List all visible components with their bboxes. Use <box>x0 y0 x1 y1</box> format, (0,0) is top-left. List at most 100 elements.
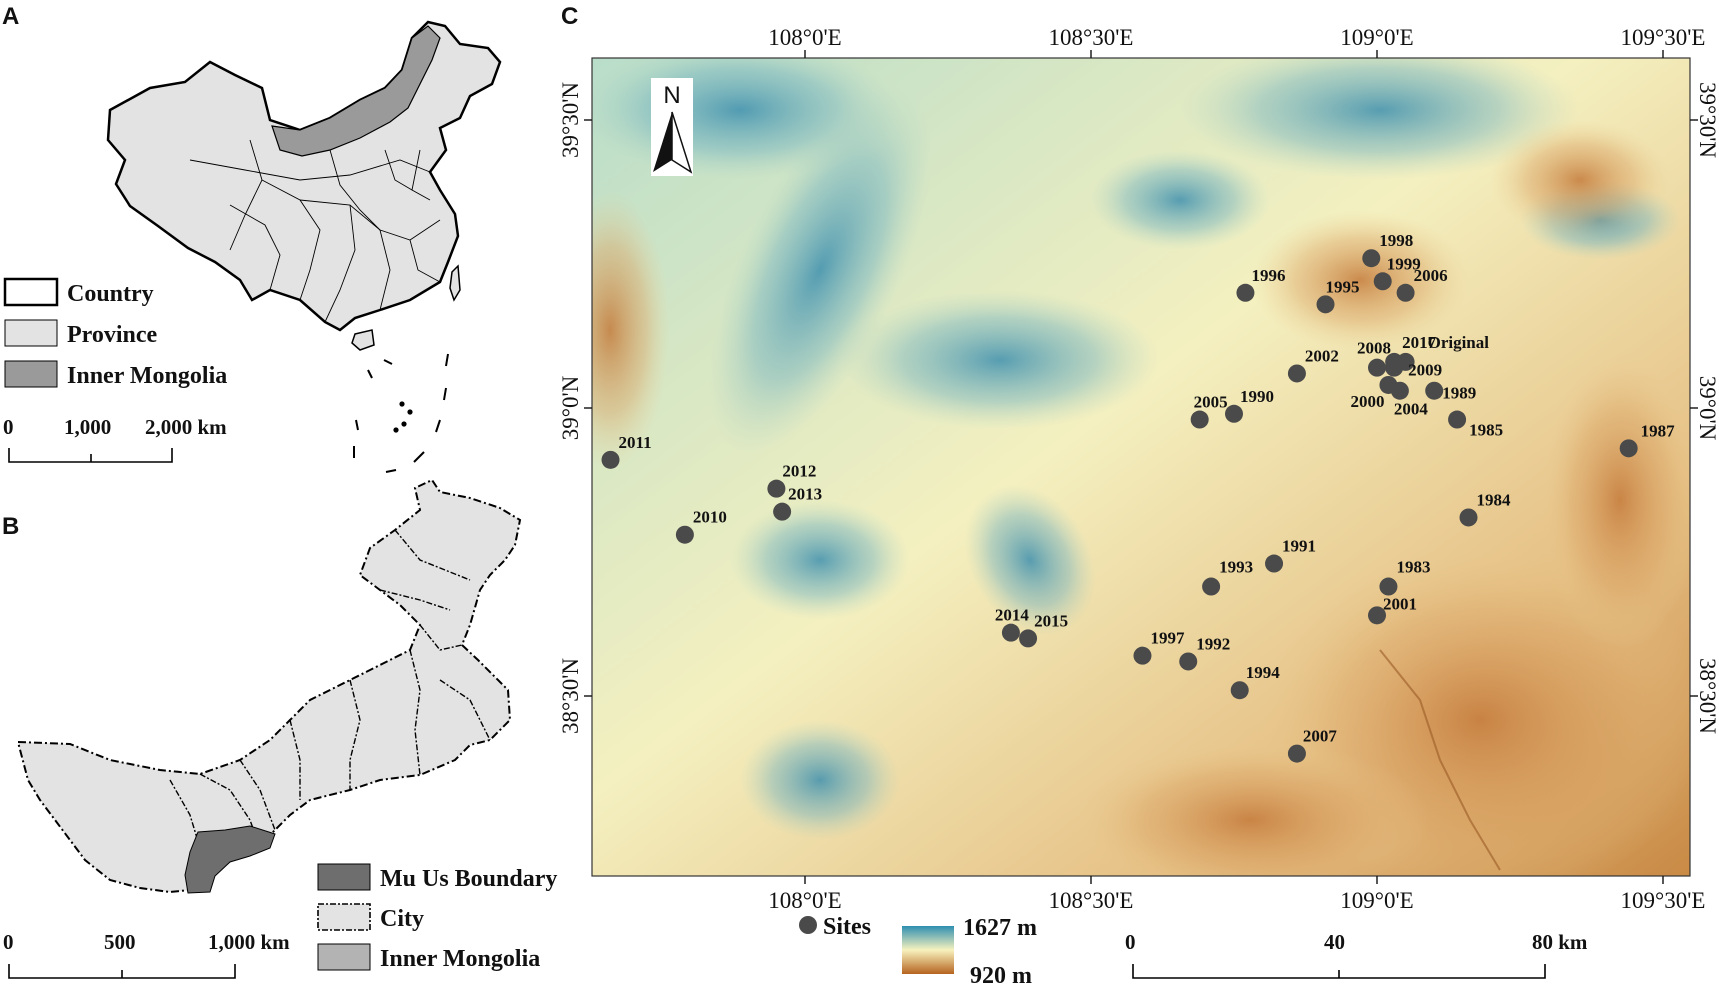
legend-city-label: City <box>380 906 424 932</box>
panel-a-letter: A <box>2 3 19 30</box>
mu-us-boundary-shape <box>184 825 276 894</box>
site-label: 2005 <box>1194 393 1228 412</box>
lat-label-left: 39°0'N <box>558 375 583 440</box>
site-label: 2015 <box>1034 611 1068 630</box>
sites-legend-label: Sites <box>823 914 871 940</box>
elevation-map <box>592 58 1690 876</box>
lat-label-right: 39°0'N <box>1695 376 1719 441</box>
site-marker <box>1287 364 1306 383</box>
north-arrow-label: N <box>663 82 680 109</box>
legend-mu-us-label: Mu Us Boundary <box>380 866 557 892</box>
site-label: 2000 <box>1350 392 1384 411</box>
scale-a-tick-0: 0 <box>3 415 14 439</box>
site-label: 1987 <box>1641 421 1676 440</box>
site-label: Original <box>1428 333 1490 352</box>
graticule: 108°0'E 108°0'E 108°30'E 108°30'E 109°0'E 109… <box>558 25 1719 913</box>
map-frame <box>591 57 1691 877</box>
site-marker <box>675 525 694 544</box>
site-marker <box>1001 623 1020 642</box>
site-label: 2006 <box>1414 266 1448 285</box>
legend-mu-us-swatch <box>317 863 371 891</box>
lon-label-bottom: 109°30'E <box>1621 888 1706 913</box>
lat-label-right: 39°30'N <box>1695 82 1719 158</box>
site-label: 2009 <box>1408 361 1442 380</box>
site-label: 1985 <box>1469 421 1503 440</box>
site-label: 1995 <box>1326 277 1360 296</box>
lat-label-left: 39°30'N <box>558 82 583 158</box>
legend-inner-mongolia-label: Inner Mongolia <box>67 363 227 389</box>
panel-c-scale-bar: 0 40 80 km <box>1125 930 1588 979</box>
site-label: 1994 <box>1246 663 1281 682</box>
site-marker <box>1230 681 1249 700</box>
site-marker <box>1448 410 1467 429</box>
site-marker <box>1202 577 1221 596</box>
site-marker <box>1368 606 1386 625</box>
elevation-max-label: 1627 m <box>963 915 1037 941</box>
site-marker <box>1385 358 1404 377</box>
scale-c-tick-0: 0 <box>1125 930 1136 954</box>
site-label: 1991 <box>1282 537 1316 556</box>
elevation-legend-ramp <box>902 926 954 974</box>
site-label: 1993 <box>1219 558 1253 577</box>
panel-c-legend: Sites 1627 m 920 m <box>799 914 1037 986</box>
site-marker <box>1265 554 1284 573</box>
site-label: 2011 <box>619 433 652 452</box>
scale-c-tick-2: 80 km <box>1532 930 1588 954</box>
lon-label-bottom: 109°0'E <box>1340 888 1413 913</box>
site-marker <box>1390 381 1409 400</box>
site-marker <box>1368 358 1386 377</box>
site-label: 1983 <box>1396 558 1430 577</box>
site-marker <box>601 450 620 469</box>
province-borders <box>189 139 441 323</box>
site-marker <box>767 479 786 498</box>
site-marker <box>1619 439 1638 458</box>
legend-country-label: Country <box>67 281 154 307</box>
site-marker <box>1459 508 1478 527</box>
site-marker <box>1236 283 1255 302</box>
site-label: 2014 <box>995 606 1029 625</box>
scale-b-tick-1: 500 <box>104 930 136 954</box>
panel-a-china-map <box>106 20 502 473</box>
site-marker <box>1425 381 1444 400</box>
site-label: 2010 <box>693 508 727 527</box>
site-marker <box>1190 410 1209 429</box>
site-label: 1996 <box>1251 266 1285 285</box>
legend-inner-mongolia-swatch <box>4 360 58 388</box>
lat-label-left: 38°30'N <box>558 658 583 734</box>
legend-country-swatch <box>3 277 59 307</box>
taiwan-shape <box>449 264 461 302</box>
site-marker <box>1133 646 1152 665</box>
site-label: 1989 <box>1442 384 1476 403</box>
site-marker <box>1225 404 1243 423</box>
scale-b-tick-2: 1,000 km <box>208 930 290 954</box>
site-label: 2002 <box>1305 346 1339 365</box>
site-label: 2012 <box>782 462 816 481</box>
panel-b-legend: Mu Us Boundary City Inner Mongolia <box>317 863 557 972</box>
lon-label-top: 109°30'E <box>1621 25 1706 50</box>
south-sea-dashes <box>353 353 449 473</box>
scale-a-tick-1: 1,000 <box>64 415 111 439</box>
site-marker <box>1373 272 1392 291</box>
scale-a-tick-2: 2,000 km <box>145 415 227 439</box>
site-label: 2017 <box>1402 333 1437 352</box>
city-borders <box>169 529 491 849</box>
site-label: 2007 <box>1303 727 1338 746</box>
china-country-shape <box>106 20 502 332</box>
site-marker <box>1287 744 1306 763</box>
panel-c-letter: C <box>561 3 578 30</box>
site-marker <box>1362 249 1381 268</box>
site-marker <box>1379 577 1398 596</box>
site-label: 1998 <box>1379 231 1413 250</box>
site-marker <box>1396 283 1415 302</box>
scale-b-tick-0: 0 <box>3 930 14 954</box>
elevation-min-label: 920 m <box>970 963 1032 986</box>
site-label: 2008 <box>1357 339 1391 358</box>
legend-province-label: Province <box>67 322 158 348</box>
legend-province-swatch <box>4 319 58 347</box>
site-label: 1990 <box>1240 387 1274 406</box>
sites-legend-symbol <box>799 916 817 934</box>
site-marker <box>1179 652 1198 671</box>
site-marker <box>773 502 792 521</box>
panel-b-letter: B <box>2 513 19 540</box>
legend-city-swatch <box>317 903 371 931</box>
